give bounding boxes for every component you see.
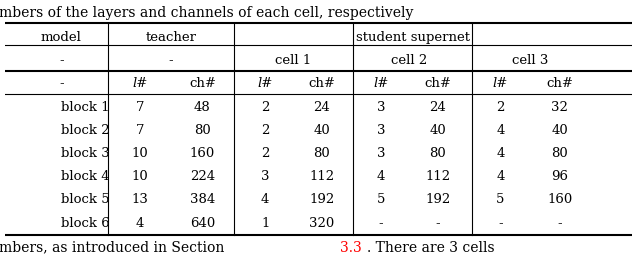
Text: 4: 4: [496, 147, 504, 160]
Text: 2: 2: [496, 101, 504, 114]
Text: cell 2: cell 2: [391, 54, 427, 67]
Text: mbers, as introduced in Section: mbers, as introduced in Section: [0, 241, 228, 255]
Text: 3: 3: [377, 124, 386, 137]
Text: 96: 96: [551, 170, 568, 183]
Text: 224: 224: [190, 170, 215, 183]
Text: 40: 40: [552, 124, 568, 137]
Text: l#: l#: [374, 77, 389, 90]
Text: -: -: [59, 54, 64, 67]
Text: teacher: teacher: [145, 31, 197, 44]
Text: 40: 40: [429, 124, 446, 137]
Text: . There are 3 cells: . There are 3 cells: [367, 241, 495, 255]
Text: 2: 2: [261, 147, 269, 160]
Text: 320: 320: [309, 217, 334, 230]
Text: 80: 80: [429, 147, 446, 160]
Text: 160: 160: [190, 147, 215, 160]
Text: model: model: [41, 31, 82, 44]
Text: 80: 80: [552, 147, 568, 160]
Text: block 5: block 5: [61, 194, 110, 206]
Text: 5: 5: [377, 194, 386, 206]
Text: 32: 32: [552, 101, 568, 114]
Text: block 6: block 6: [61, 217, 110, 230]
Text: 4: 4: [377, 170, 386, 183]
Text: mbers of the layers and channels of each cell, respectively: mbers of the layers and channels of each…: [0, 6, 413, 20]
Text: 2: 2: [261, 101, 269, 114]
Text: -: -: [379, 217, 384, 230]
Text: -: -: [435, 217, 440, 230]
Text: l#: l#: [257, 77, 273, 90]
Text: 160: 160: [547, 194, 573, 206]
Text: 3.3: 3.3: [341, 241, 362, 255]
Text: -: -: [498, 217, 502, 230]
Text: 3: 3: [377, 147, 386, 160]
Text: 13: 13: [131, 194, 148, 206]
Text: 4: 4: [496, 170, 504, 183]
Text: ch#: ch#: [424, 77, 451, 90]
Text: 384: 384: [190, 194, 215, 206]
Text: 40: 40: [313, 124, 330, 137]
Text: block 4: block 4: [61, 170, 110, 183]
Text: ch#: ch#: [308, 77, 335, 90]
Text: block 3: block 3: [61, 147, 110, 160]
Text: 80: 80: [194, 124, 211, 137]
Text: 640: 640: [190, 217, 215, 230]
Text: -: -: [169, 54, 173, 67]
Text: 7: 7: [135, 101, 144, 114]
Text: 10: 10: [131, 147, 148, 160]
Text: 4: 4: [135, 217, 144, 230]
Text: 10: 10: [131, 170, 148, 183]
Text: -: -: [59, 77, 64, 90]
Text: ch#: ch#: [547, 77, 573, 90]
Text: 3: 3: [261, 170, 269, 183]
Text: 1: 1: [261, 217, 269, 230]
Text: 3: 3: [377, 101, 386, 114]
Text: 24: 24: [429, 101, 446, 114]
Text: 112: 112: [425, 170, 450, 183]
Text: student supernet: student supernet: [356, 31, 470, 44]
Text: 5: 5: [496, 194, 504, 206]
Text: 48: 48: [194, 101, 211, 114]
Text: 4: 4: [261, 194, 269, 206]
Text: 80: 80: [313, 147, 330, 160]
Text: 192: 192: [309, 194, 334, 206]
Text: cell 1: cell 1: [276, 54, 312, 67]
Text: block 1: block 1: [61, 101, 110, 114]
Text: 2: 2: [261, 124, 269, 137]
Text: 4: 4: [496, 124, 504, 137]
Text: 192: 192: [425, 194, 450, 206]
Text: cell 3: cell 3: [512, 54, 549, 67]
Text: block 2: block 2: [61, 124, 110, 137]
Text: l#: l#: [132, 77, 147, 90]
Text: 7: 7: [135, 124, 144, 137]
Text: 112: 112: [309, 170, 334, 183]
Text: 24: 24: [313, 101, 330, 114]
Text: l#: l#: [492, 77, 508, 90]
Text: ch#: ch#: [189, 77, 216, 90]
Text: -: -: [557, 217, 562, 230]
